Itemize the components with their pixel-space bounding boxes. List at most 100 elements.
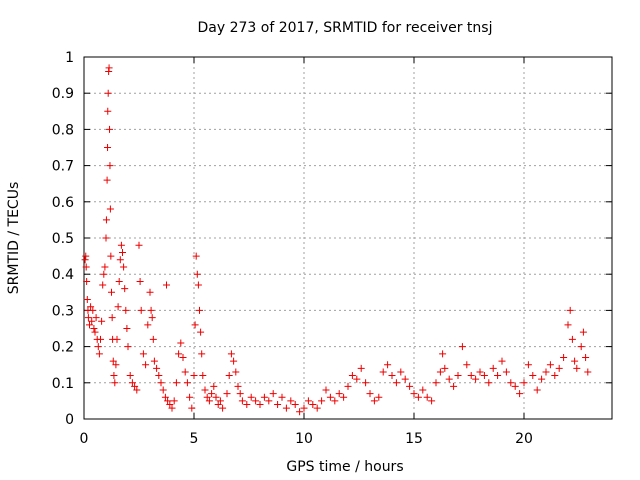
data-point <box>123 325 131 332</box>
data-point <box>256 401 264 409</box>
data-point <box>296 408 304 416</box>
data-point <box>91 328 99 336</box>
data-point <box>498 357 506 365</box>
data-point <box>84 314 92 322</box>
data-point <box>102 234 110 242</box>
data-point <box>454 372 462 380</box>
data-point <box>186 393 194 401</box>
data-point <box>177 339 185 347</box>
data-point <box>582 353 590 361</box>
data-point <box>131 382 139 390</box>
data-point <box>542 368 550 376</box>
data-point <box>291 401 299 409</box>
data-point <box>191 321 199 329</box>
data-point <box>274 401 282 409</box>
y-tick-label: 0.6 <box>52 195 74 211</box>
data-point <box>533 386 541 394</box>
data-point <box>546 361 554 369</box>
data-points <box>81 64 592 416</box>
data-point <box>214 401 222 409</box>
data-point <box>147 306 155 314</box>
y-tick-label: 0.5 <box>52 231 74 247</box>
data-point <box>494 372 502 380</box>
data-point <box>205 397 213 405</box>
data-point <box>401 375 409 383</box>
y-tick-label: 0.4 <box>52 267 74 283</box>
x-tick-label: 10 <box>295 431 313 447</box>
data-point <box>203 393 211 401</box>
data-point <box>210 382 218 390</box>
data-point <box>216 397 224 405</box>
data-point <box>116 256 124 264</box>
data-point <box>223 390 231 398</box>
data-point <box>300 404 308 412</box>
data-point <box>458 343 466 351</box>
data-point <box>83 277 91 285</box>
data-point <box>234 382 242 390</box>
data-point <box>155 372 163 380</box>
data-point <box>560 353 568 361</box>
data-point <box>564 321 572 329</box>
data-point <box>331 397 339 405</box>
data-point <box>120 263 128 271</box>
data-point <box>414 393 422 401</box>
data-point <box>445 375 453 383</box>
grid-lines <box>83 57 612 419</box>
data-point <box>135 241 143 249</box>
data-point <box>406 382 414 390</box>
data-point <box>269 390 277 398</box>
x-axis-label: GPS time / hours <box>286 459 403 475</box>
y-tick-label: 0.2 <box>52 340 74 356</box>
data-point <box>90 325 98 332</box>
data-point <box>117 241 125 249</box>
data-point <box>188 404 196 412</box>
data-point <box>428 397 436 405</box>
data-point <box>112 361 120 369</box>
data-point <box>105 64 113 72</box>
data-point <box>219 404 227 412</box>
data-point <box>168 404 176 412</box>
data-point <box>128 379 136 387</box>
data-point <box>106 162 114 170</box>
data-point <box>94 343 102 351</box>
data-point <box>309 401 317 409</box>
data-point <box>157 379 165 387</box>
data-point <box>232 368 240 376</box>
data-point <box>104 107 112 115</box>
data-point <box>113 335 121 343</box>
data-point <box>362 379 370 387</box>
data-point <box>102 216 110 224</box>
data-point <box>489 364 497 372</box>
data-point <box>193 270 201 278</box>
data-point <box>108 288 115 296</box>
data-point <box>335 390 343 398</box>
data-point <box>153 364 161 372</box>
x-tick-label: 20 <box>515 431 533 447</box>
data-point <box>81 256 89 264</box>
y-tick-label: 1 <box>65 50 74 66</box>
data-point <box>104 144 112 151</box>
data-point <box>126 372 134 380</box>
data-point <box>236 390 244 398</box>
data-point <box>150 357 158 365</box>
data-point <box>366 390 374 398</box>
data-point <box>121 285 129 293</box>
data-point <box>423 393 431 401</box>
data-point <box>98 317 106 325</box>
data-point <box>163 281 170 289</box>
data-point <box>243 401 251 409</box>
data-point <box>122 306 130 314</box>
data-point <box>252 397 260 405</box>
data-point <box>441 364 449 372</box>
data-point <box>107 252 115 260</box>
data-point <box>432 379 440 387</box>
data-point <box>379 368 387 376</box>
data-point <box>577 343 585 351</box>
data-point <box>164 397 172 405</box>
data-point <box>198 350 206 358</box>
data-point <box>265 397 273 405</box>
data-point <box>148 314 156 322</box>
data-point <box>584 368 592 376</box>
